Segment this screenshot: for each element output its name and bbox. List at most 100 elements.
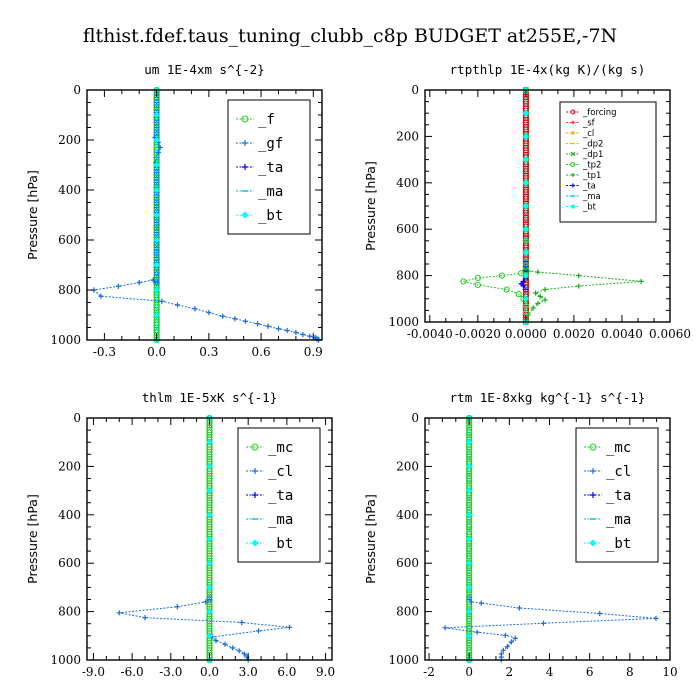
x-tick-label: -9.0 bbox=[82, 665, 105, 679]
legend-label: _ta bbox=[268, 488, 293, 504]
data-point-gf bbox=[98, 293, 104, 299]
legend-box bbox=[575, 427, 659, 563]
x-tick-label: 8 bbox=[626, 665, 634, 679]
data-point-gf bbox=[275, 326, 282, 332]
data-point-tp1 bbox=[542, 286, 548, 293]
data-point-gf bbox=[174, 302, 181, 308]
y-tick-label: 0 bbox=[73, 411, 81, 425]
x-tick-label: 0.0020 bbox=[553, 327, 595, 341]
data-point-bt bbox=[153, 286, 160, 294]
legend-marker-bt bbox=[570, 203, 576, 210]
legend-label: _dp1 bbox=[582, 150, 603, 160]
data-point-gf bbox=[192, 306, 198, 312]
data-point-bt bbox=[153, 211, 160, 219]
x-tick-label: -0.0020 bbox=[455, 327, 501, 341]
data-point-bt bbox=[153, 311, 160, 319]
data-point-gf bbox=[157, 144, 163, 151]
legend-label: _bt bbox=[606, 536, 631, 552]
data-point-bt bbox=[206, 463, 213, 470]
chart-panel-1: um 1E-4xm s^{-2} Pressure [hPa] -0.3 0.0 0.3… bbox=[25, 62, 323, 359]
data-point-cl bbox=[474, 629, 480, 635]
data-point-bt bbox=[466, 511, 473, 518]
legend: _mc _cl _ta _ma _bt bbox=[575, 427, 659, 563]
data-point-bt bbox=[522, 179, 530, 186]
data-point-tp1 bbox=[525, 312, 531, 318]
y-tick-label: 1000 bbox=[388, 653, 419, 667]
data-point-cl bbox=[508, 639, 514, 645]
legend-label: _bt bbox=[268, 536, 293, 552]
x-tick-label: 0.0 bbox=[147, 345, 166, 359]
series-group bbox=[442, 414, 659, 664]
data-point-bt bbox=[522, 110, 530, 117]
chart-title: rtpthlp 1E-4x(kg K)/(kg s) bbox=[450, 62, 646, 77]
x-tick-label: 0 bbox=[465, 665, 473, 679]
legend-label: _mc bbox=[268, 440, 293, 456]
legend-label: _ma bbox=[606, 512, 631, 528]
series-line-cl bbox=[445, 418, 656, 660]
data-point-gf bbox=[220, 313, 226, 319]
data-point-tp1 bbox=[530, 305, 536, 311]
data-point-bt bbox=[466, 439, 473, 446]
data-point-bt bbox=[522, 133, 530, 140]
data-point-bt bbox=[206, 535, 213, 543]
y-tick-label: 600 bbox=[58, 556, 81, 570]
data-point-cl bbox=[504, 644, 510, 650]
data-point-tp1 bbox=[535, 269, 541, 275]
data-point-cl bbox=[142, 615, 148, 621]
data-point-tp1 bbox=[537, 293, 543, 300]
chart-panel-3: thlm 1E-5xK s^{-1} Pressure [hPa] -9.0 -6.0… bbox=[25, 390, 335, 679]
legend-marker-bt bbox=[251, 539, 259, 547]
legend-marker-bt bbox=[589, 539, 597, 547]
y-tick-label: 600 bbox=[396, 222, 419, 236]
data-point-tp1 bbox=[576, 273, 582, 279]
legend: _forcing_sf_cl_dp2_dp1_tp2_tp1_ta_ma_bt bbox=[559, 101, 657, 223]
data-point-cl bbox=[241, 651, 247, 657]
y-tick-label: 400 bbox=[396, 176, 419, 190]
x-tick-label: 6.0 bbox=[277, 665, 296, 679]
chart-title: um 1E-4xm s^{-2} bbox=[144, 62, 264, 77]
legend-label: _mc bbox=[606, 440, 631, 456]
data-point-bt bbox=[153, 111, 160, 119]
legend-label: _ma bbox=[258, 184, 283, 200]
legend-box bbox=[227, 99, 311, 235]
legend-label: _dp2 bbox=[582, 140, 603, 150]
y-tick-label: 600 bbox=[396, 556, 419, 570]
series-group bbox=[116, 414, 293, 664]
legend-marker-tp1 bbox=[571, 173, 575, 177]
data-point-cl bbox=[239, 619, 245, 626]
data-point-cl bbox=[478, 600, 484, 606]
y-tick-label: 400 bbox=[58, 183, 81, 197]
data-point-cl bbox=[255, 628, 262, 634]
data-point-bt bbox=[522, 295, 530, 302]
data-point-cl bbox=[116, 610, 122, 616]
x-tick-label: 0.0040 bbox=[601, 327, 643, 341]
legend-marker-mc bbox=[251, 443, 259, 451]
legend-marker-gf bbox=[242, 140, 248, 146]
data-point-gf bbox=[300, 331, 306, 338]
legend-marker-ta bbox=[590, 492, 596, 498]
series-group bbox=[91, 86, 322, 344]
data-point-cl bbox=[203, 599, 209, 605]
data-point-bt bbox=[466, 608, 473, 615]
x-tick-label: 2 bbox=[506, 665, 514, 679]
y-axis-label: Pressure [hPa] bbox=[363, 161, 378, 251]
y-tick-label: 0 bbox=[411, 411, 419, 425]
chart-panel-4: rtm 1E-8xkg kg^{-1} s^{-1} Pressure [hPa]… bbox=[363, 390, 678, 679]
data-point-bt bbox=[206, 584, 213, 591]
data-point-gf bbox=[159, 298, 165, 304]
data-point-bt bbox=[466, 487, 473, 494]
data-point-cl bbox=[540, 620, 547, 626]
data-point-bt bbox=[206, 511, 213, 518]
data-point-gf bbox=[232, 316, 238, 322]
y-tick-label: 800 bbox=[58, 283, 81, 297]
series-line-gf bbox=[92, 90, 320, 340]
y-tick-label: 200 bbox=[396, 459, 419, 473]
data-point-cl bbox=[502, 632, 508, 638]
data-point-bt bbox=[466, 560, 473, 567]
x-tick-label: 0.0000 bbox=[505, 327, 547, 341]
data-point-gf bbox=[284, 327, 290, 334]
data-point-bt bbox=[206, 560, 213, 567]
x-tick-label: 0.6 bbox=[252, 345, 271, 359]
data-point-gf bbox=[150, 277, 156, 283]
